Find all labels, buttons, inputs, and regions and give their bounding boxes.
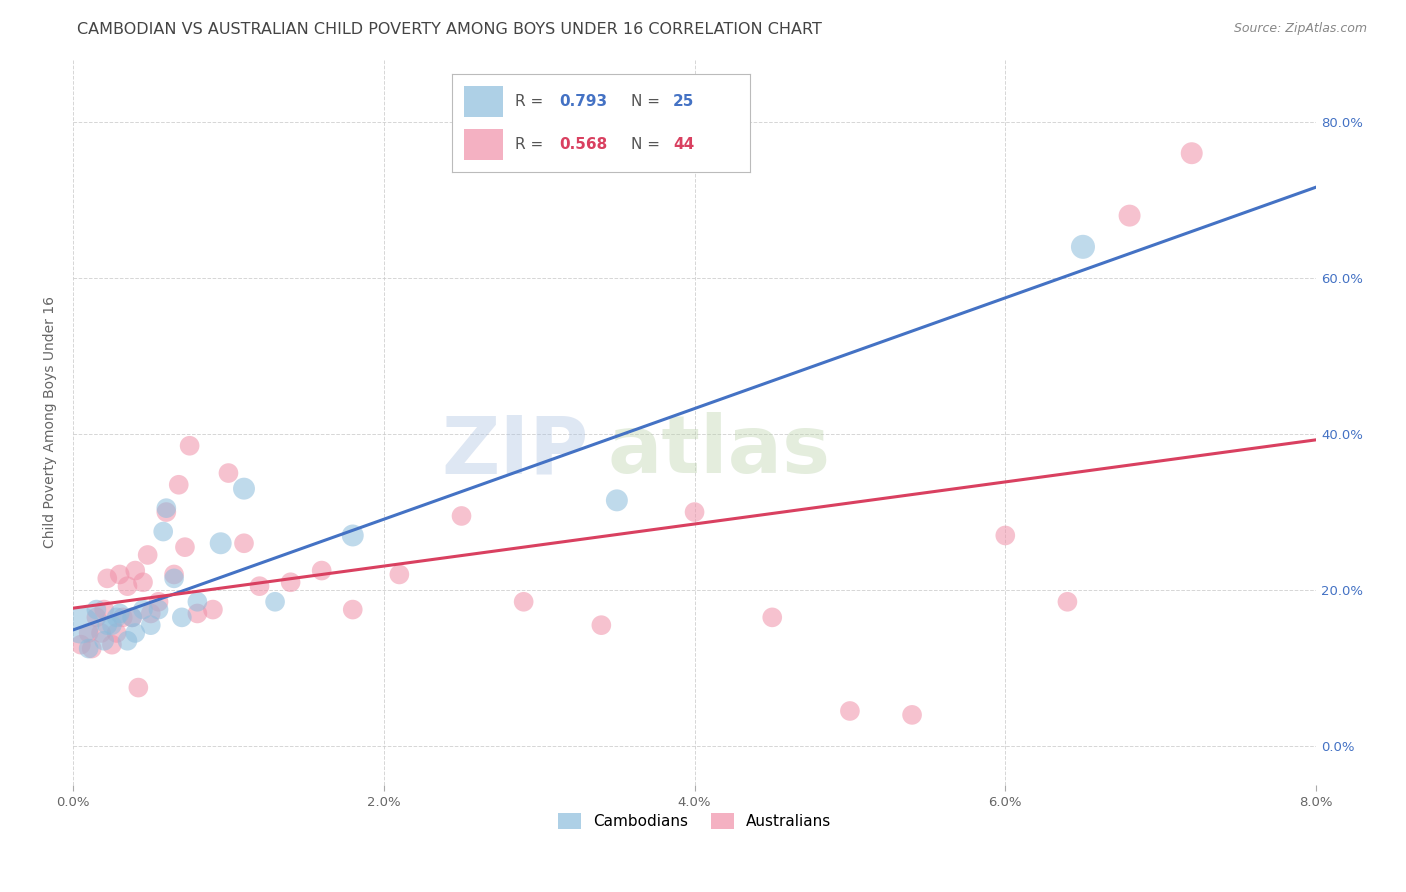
- Point: [121, 610, 143, 624]
- Point: [124, 564, 146, 578]
- Point: [121, 610, 143, 624]
- Point: [155, 505, 177, 519]
- Point: [342, 528, 364, 542]
- Point: [450, 508, 472, 523]
- Point: [111, 610, 134, 624]
- Text: Source: ZipAtlas.com: Source: ZipAtlas.com: [1233, 22, 1367, 36]
- Point: [101, 638, 124, 652]
- Point: [170, 610, 193, 624]
- Point: [86, 610, 108, 624]
- Point: [209, 536, 232, 550]
- Point: [117, 579, 139, 593]
- Point: [108, 607, 131, 621]
- Point: [77, 626, 100, 640]
- Point: [132, 602, 155, 616]
- Point: [139, 618, 162, 632]
- Point: [512, 595, 534, 609]
- Point: [606, 493, 628, 508]
- Point: [77, 641, 100, 656]
- Point: [117, 633, 139, 648]
- Point: [96, 618, 118, 632]
- Point: [148, 602, 170, 616]
- Text: ZIP: ZIP: [441, 412, 589, 491]
- Point: [101, 618, 124, 632]
- Point: [70, 638, 93, 652]
- Point: [179, 439, 201, 453]
- Point: [901, 707, 924, 722]
- Point: [136, 548, 159, 562]
- Point: [761, 610, 783, 624]
- Text: CAMBODIAN VS AUSTRALIAN CHILD POVERTY AMONG BOYS UNDER 16 CORRELATION CHART: CAMBODIAN VS AUSTRALIAN CHILD POVERTY AM…: [77, 22, 823, 37]
- Point: [132, 575, 155, 590]
- Point: [127, 681, 149, 695]
- Point: [70, 618, 93, 632]
- Point: [1118, 209, 1140, 223]
- Point: [139, 607, 162, 621]
- Point: [93, 633, 115, 648]
- Point: [108, 567, 131, 582]
- Point: [683, 505, 706, 519]
- Point: [124, 626, 146, 640]
- Legend: Cambodians, Australians: Cambodians, Australians: [551, 807, 838, 836]
- Point: [93, 602, 115, 616]
- Point: [167, 477, 190, 491]
- Point: [342, 602, 364, 616]
- Point: [280, 575, 302, 590]
- Point: [233, 536, 256, 550]
- Point: [163, 567, 186, 582]
- Point: [86, 602, 108, 616]
- Point: [201, 602, 224, 616]
- Y-axis label: Child Poverty Among Boys Under 16: Child Poverty Among Boys Under 16: [44, 296, 58, 549]
- Point: [233, 482, 256, 496]
- Point: [152, 524, 174, 539]
- Point: [838, 704, 860, 718]
- Point: [174, 540, 197, 554]
- Point: [591, 618, 613, 632]
- Point: [1071, 240, 1094, 254]
- Point: [80, 641, 103, 656]
- Point: [994, 528, 1017, 542]
- Point: [90, 626, 112, 640]
- Point: [264, 595, 287, 609]
- Point: [249, 579, 271, 593]
- Point: [1181, 146, 1204, 161]
- Point: [163, 571, 186, 585]
- Point: [186, 607, 208, 621]
- Point: [148, 595, 170, 609]
- Point: [155, 501, 177, 516]
- Point: [96, 571, 118, 585]
- Point: [1056, 595, 1078, 609]
- Point: [105, 626, 128, 640]
- Point: [311, 564, 333, 578]
- Point: [217, 466, 239, 480]
- Text: atlas: atlas: [607, 412, 831, 491]
- Point: [388, 567, 411, 582]
- Point: [186, 595, 208, 609]
- Point: [105, 610, 128, 624]
